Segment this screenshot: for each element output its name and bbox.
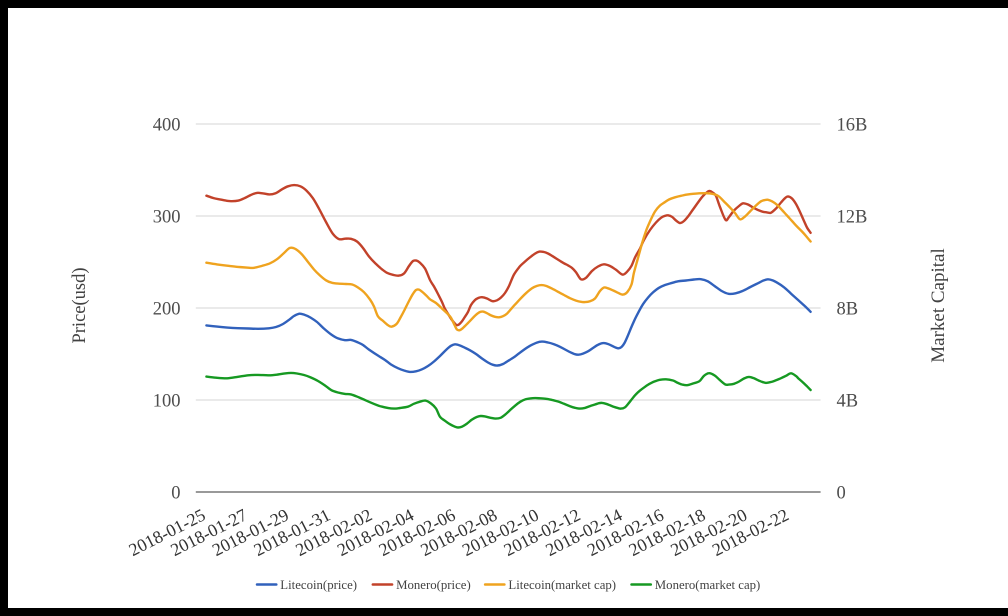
svg-text:4B: 4B xyxy=(837,391,859,411)
svg-text:Price(usd): Price(usd) xyxy=(70,267,90,343)
svg-text:16B: 16B xyxy=(837,115,868,135)
svg-text:Market Capital: Market Capital xyxy=(928,248,949,363)
svg-text:200: 200 xyxy=(153,299,181,319)
svg-text:12B: 12B xyxy=(837,207,868,227)
svg-text:8B: 8B xyxy=(837,299,859,319)
svg-text:Monero(market cap): Monero(market cap) xyxy=(655,578,761,592)
svg-text:0: 0 xyxy=(171,483,180,503)
svg-text:100: 100 xyxy=(153,391,181,411)
svg-text:300: 300 xyxy=(153,207,181,227)
svg-text:Monero(price): Monero(price) xyxy=(396,578,471,592)
svg-text:400: 400 xyxy=(153,115,181,135)
svg-text:Litecoin(market cap): Litecoin(market cap) xyxy=(508,578,616,592)
svg-text:0: 0 xyxy=(837,483,846,503)
svg-text:Litecoin(price): Litecoin(price) xyxy=(280,578,357,592)
